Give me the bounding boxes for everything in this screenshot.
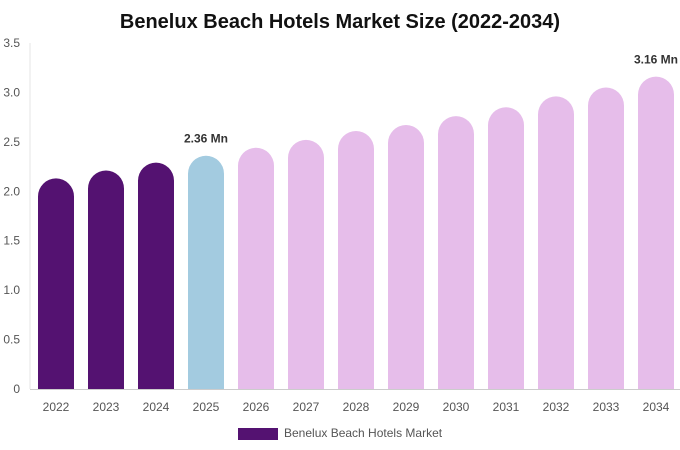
x-tick-label: 2028 (343, 400, 370, 414)
x-tick-label: 2027 (293, 400, 320, 414)
y-axis: 0 0.5 1.0 1.5 2.0 2.5 3.0 3.5 (3, 36, 31, 396)
data-label: 3.16 Mn (634, 53, 678, 67)
bar-2025 (188, 155, 224, 389)
bar-2024 (138, 162, 174, 389)
legend: Benelux Beach Hotels Market (238, 426, 443, 440)
bar-2034 (638, 76, 674, 390)
x-tick-label: 2033 (593, 400, 620, 414)
x-tick-label: 2032 (543, 400, 570, 414)
x-tick-label: 2031 (493, 400, 520, 414)
y-tick-label: 3.5 (3, 36, 20, 50)
bar-2032 (538, 96, 574, 389)
y-tick-label: 3.0 (3, 85, 20, 99)
bar-2031 (488, 107, 524, 389)
x-tick-label: 2029 (393, 400, 420, 414)
x-tick-label: 2026 (243, 400, 270, 414)
legend-swatch (238, 428, 278, 440)
y-tick-label: 0 (13, 382, 20, 396)
bar-2022 (38, 178, 74, 389)
x-tick-label: 2030 (443, 400, 470, 414)
x-tick-label: 2025 (193, 400, 220, 414)
data-labels: 2.36 Mn 3.16 Mn (184, 53, 678, 146)
bar-2028 (338, 130, 374, 390)
x-axis: 2022 2023 2024 2025 2026 2027 2028 2029 2030 2031… (30, 389, 680, 414)
bar-2030 (438, 116, 474, 389)
y-tick-label: 2.0 (3, 184, 20, 198)
chart-title: Benelux Beach Hotels Market Size (2022-2… (120, 11, 560, 33)
legend-label: Benelux Beach Hotels Market (284, 426, 443, 440)
bars-group (38, 76, 674, 390)
y-tick-label: 1.0 (3, 283, 20, 297)
x-tick-label: 2022 (43, 400, 70, 414)
y-tick-label: 2.5 (3, 135, 20, 149)
bar-2027 (288, 139, 324, 389)
y-tick-label: 0.5 (3, 333, 20, 347)
x-tick-label: 2034 (643, 400, 670, 414)
bar-2023 (88, 170, 124, 389)
data-label: 2.36 Mn (184, 132, 228, 146)
bar-2029 (388, 125, 424, 389)
y-tick-label: 1.5 (3, 234, 20, 248)
bar-2033 (588, 87, 624, 389)
x-tick-label: 2024 (143, 400, 170, 414)
bar-2026 (238, 147, 274, 389)
x-tick-label: 2023 (93, 400, 120, 414)
